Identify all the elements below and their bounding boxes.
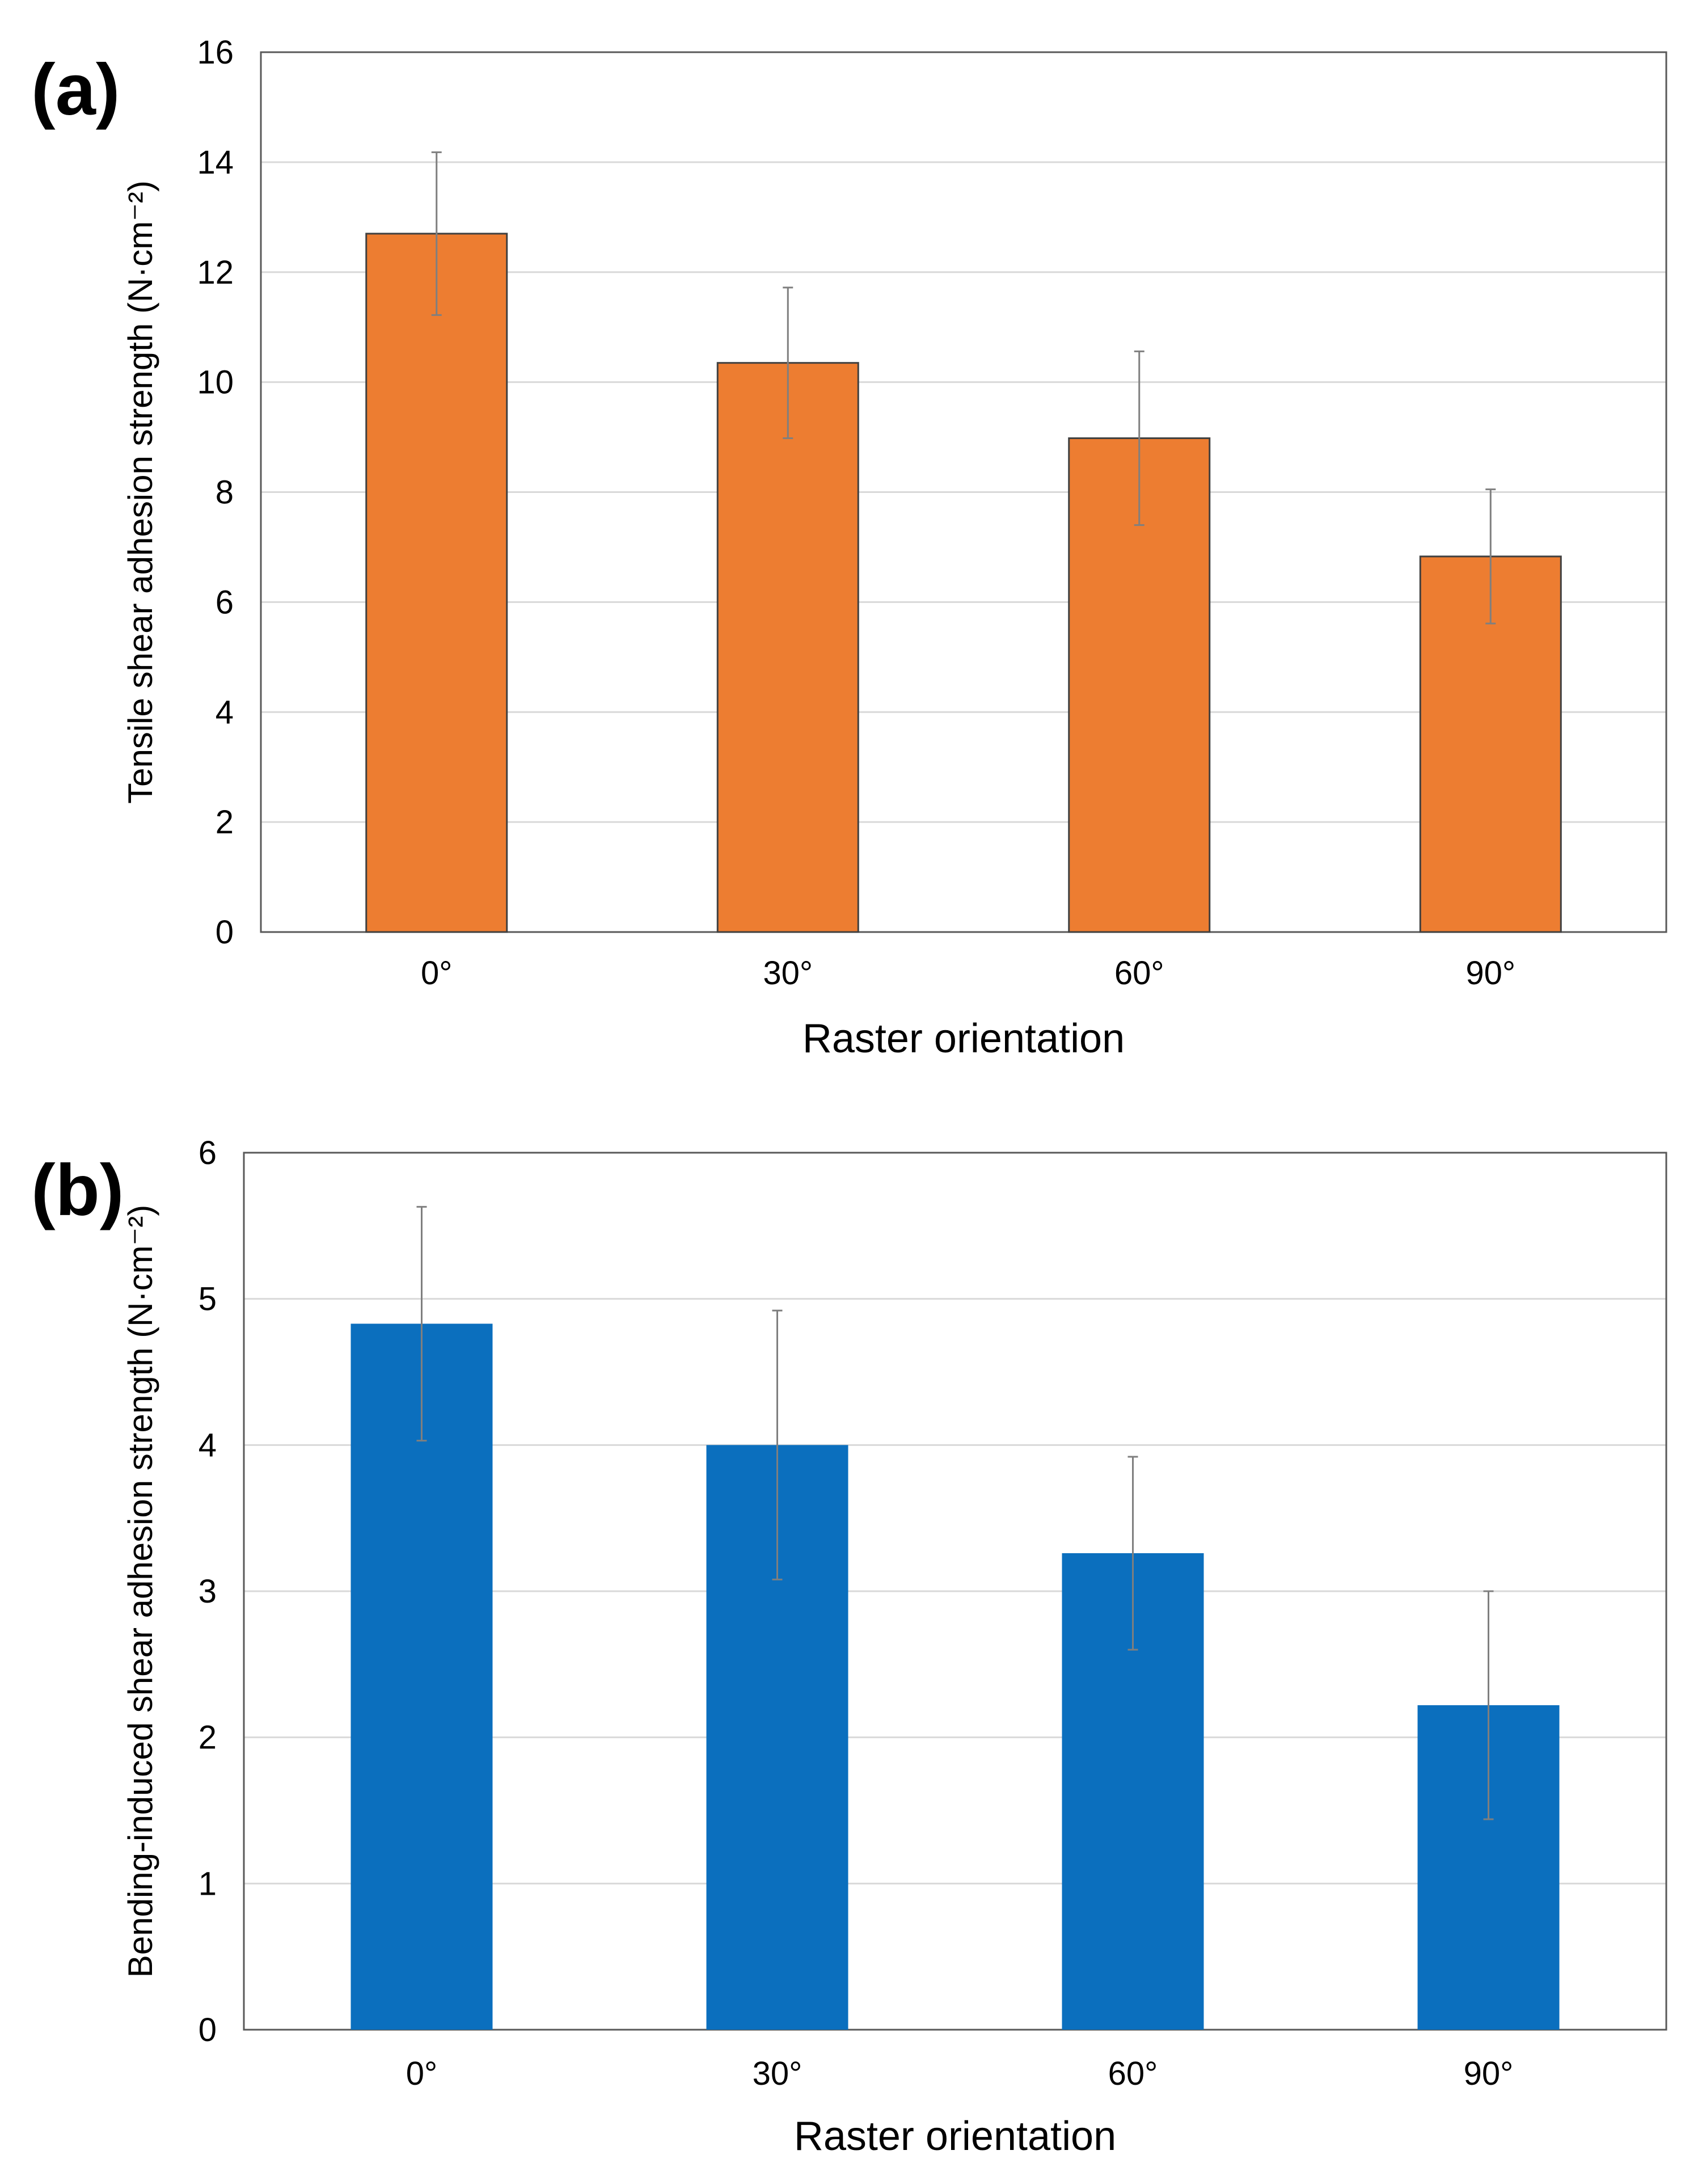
a-y-axis-title: Tensile shear adhesion strength (N·cm⁻²)	[121, 180, 159, 804]
b-y-tick-label: 2	[199, 1719, 217, 1756]
a-y-tick-label: 16	[197, 34, 234, 71]
a-y-tick-label: 4	[216, 694, 234, 731]
a-y-tick-label: 14	[197, 144, 234, 181]
a-y-tick-label: 0	[216, 914, 234, 951]
a-x-tick-label-2: 60°	[1114, 955, 1164, 992]
b-y-tick-label: 3	[199, 1573, 217, 1610]
b-y-tick-label: 6	[199, 1135, 217, 1171]
panel-label-a: (a)	[31, 49, 120, 130]
b-y-tick-label: 1	[199, 1865, 217, 1902]
b-plot-frame	[243, 1152, 1667, 2031]
b-y-axis-title: Bending-induced shear adhesion strength …	[121, 1205, 159, 1978]
a-y-tick-label: 8	[216, 474, 234, 511]
b-x-tick-label-3: 90°	[1464, 2055, 1514, 2092]
a-y-tick-label: 2	[216, 804, 234, 841]
b-x-tick-label-1: 30°	[753, 2055, 803, 2092]
b-x-axis-title: Raster orientation	[794, 2114, 1116, 2159]
a-y-tick-label: 6	[216, 584, 234, 621]
a-x-tick-label-3: 90°	[1466, 955, 1515, 992]
a-y-tick-label: 10	[197, 364, 234, 401]
a-bar-1	[716, 362, 859, 933]
b-y-tick-label: 4	[199, 1427, 217, 1464]
b-y-tick-label: 0	[199, 2012, 217, 2048]
panel-label-b: (b)	[31, 1150, 124, 1231]
a-y-tick-label: 12	[197, 254, 234, 291]
a-x-tick-label-0: 0°	[421, 955, 452, 992]
a-bar-0	[365, 233, 508, 933]
a-x-axis-title: Raster orientation	[803, 1016, 1125, 1061]
b-x-tick-label-2: 60°	[1108, 2055, 1158, 2092]
b-x-tick-label-0: 0°	[406, 2055, 437, 2092]
b-y-tick-label: 5	[199, 1281, 217, 1318]
a-plot-frame	[260, 51, 1667, 933]
a-x-tick-label-1: 30°	[763, 955, 813, 992]
